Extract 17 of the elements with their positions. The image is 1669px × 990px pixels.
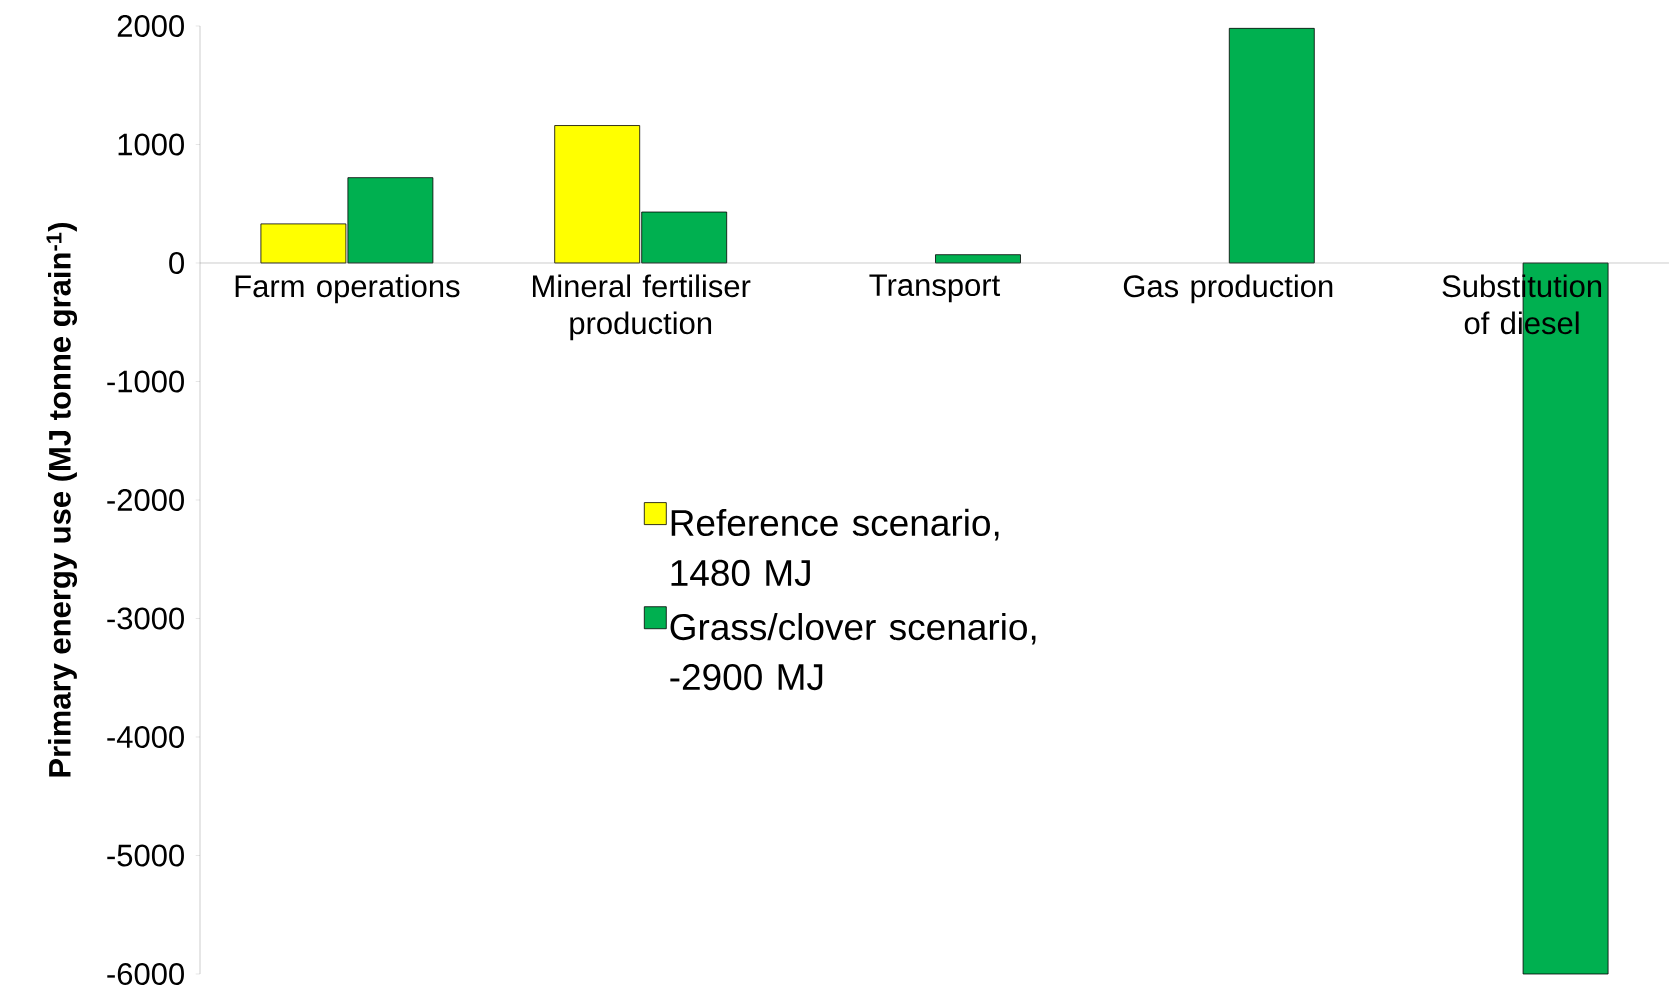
x-tick-label: Transport <box>869 274 1001 303</box>
y-tick-label: 0 <box>169 252 184 274</box>
y-tick-label: -6000 <box>107 963 184 985</box>
x-tick-label: Mineral fertiliser production <box>532 274 751 341</box>
y-tick-label: 2000 <box>117 15 184 37</box>
y-tick-label: 1000 <box>118 133 184 156</box>
legend-label: Grass/clover scenario, -2900 MJ <box>670 613 1036 691</box>
y-axis-title: Primary energy use (MJ tonne grain$^{-1}$) <box>46 222 78 777</box>
x-tick-label: Gas production <box>1123 274 1333 304</box>
y-tick-label: -2000 <box>107 489 184 511</box>
y-tick-label: -3000 <box>107 607 184 630</box>
x-tick-label: Farm operations <box>235 274 460 304</box>
y-tick-label: -1000 <box>107 370 184 393</box>
legend-label: Reference scenario, 1480 MJ <box>671 508 999 587</box>
bar <box>1228 27 1315 264</box>
y-tick-label: -5000 <box>107 844 184 867</box>
y-tick-label: -4000 <box>107 726 184 748</box>
